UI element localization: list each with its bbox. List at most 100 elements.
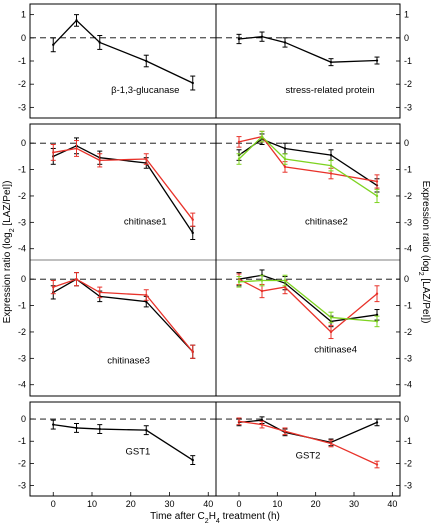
- x-axis-title: Time after C2H4 treatment (h): [150, 511, 280, 524]
- data-point: [191, 218, 194, 221]
- data-point: [237, 157, 241, 161]
- x-tick-label: 40: [387, 499, 397, 509]
- data-point: [329, 164, 333, 167]
- data-point: [52, 285, 55, 289]
- chart-mid-upper-left: -4 -3 -2 -1 0 chitinase1: [18, 137, 216, 254]
- y-tick-label: -1: [404, 301, 412, 311]
- y-tick-label: 0: [404, 414, 409, 424]
- chart-mid-lower-right: -4 -3 -2 -1 0 chitinase4: [216, 269, 412, 390]
- data-point: [260, 279, 264, 282]
- data-point: [52, 423, 55, 426]
- data-point: [191, 350, 194, 353]
- y-tick-label: -2: [404, 458, 412, 468]
- y-tick-label: 0: [21, 414, 26, 424]
- x-tick-label: 10: [272, 499, 282, 509]
- y-tick-label: -3: [404, 102, 412, 112]
- panel-label: β-1,3-glucanase: [111, 85, 179, 96]
- data-point: [145, 300, 148, 303]
- data-point: [260, 135, 264, 138]
- data-point: [375, 463, 379, 466]
- y-tick-label: 0: [21, 138, 26, 148]
- panel-label: chitinase1: [124, 217, 167, 228]
- data-point: [329, 172, 333, 175]
- x-tick-label: 30: [164, 499, 174, 509]
- data-point: [237, 37, 241, 41]
- chart-top-left: -3 -2 -1 0 1 β-1,3-glucanase: [18, 10, 216, 112]
- x-tick-label: 20: [126, 499, 136, 509]
- y-tick-label: -1: [404, 56, 412, 66]
- data-point: [237, 140, 241, 144]
- data-point: [375, 320, 379, 323]
- x-tick-label: 0: [51, 499, 56, 509]
- series-line-green: [238, 135, 378, 197]
- data-point: [375, 292, 379, 295]
- y-tick-label: -2: [18, 79, 26, 89]
- data-point: [329, 330, 333, 334]
- data-point: [375, 59, 379, 62]
- data-point: [145, 428, 148, 432]
- y-tick-label: -1: [18, 301, 26, 311]
- y-axis-title-left: Expression ratio (log2 [LAZ/PeI]): [2, 181, 16, 324]
- y-tick-label: 0: [404, 274, 409, 284]
- x-tick-label: 10: [87, 499, 97, 509]
- chart-mid-lower-left: -4 -3 -2 -1 0 chitinase3: [18, 272, 216, 390]
- chart-bottom-right: -3 -2 -1 0 0 10 20 30 40 GST2: [216, 414, 412, 509]
- y-tick-label: -3: [18, 481, 26, 491]
- y-tick-label: 0: [21, 274, 26, 284]
- y-axis-title-right: Expression ratio (log2 [LAZ/PeI]): [418, 181, 432, 324]
- x-tick-label: 20: [311, 499, 321, 509]
- panel-label: stress-related protein: [285, 85, 374, 96]
- y-tick-label: 1: [404, 10, 409, 20]
- data-point: [191, 458, 194, 462]
- chart-top-right: -3 -2 -1 0 1 stress-related protein: [216, 10, 412, 112]
- data-point: [98, 159, 101, 162]
- data-point: [375, 313, 379, 317]
- y-tick-label: 1: [21, 10, 26, 20]
- series-line-green: [238, 279, 378, 323]
- chart-bottom-left: -3 -2 -1 0 0 10 20 30 40 GST1: [18, 414, 216, 509]
- y-tick-label: -2: [18, 458, 26, 468]
- data-point: [375, 421, 379, 424]
- y-tick-label: 0: [404, 33, 409, 43]
- y-tick-label: -1: [18, 165, 26, 175]
- x-tick-label: 40: [203, 499, 213, 509]
- data-point: [329, 316, 333, 319]
- panel-frame: [29, 401, 401, 497]
- panel-frame: [29, 3, 401, 119]
- panel-label: chitinase3: [107, 355, 150, 366]
- data-point: [375, 194, 379, 198]
- data-point: [237, 420, 241, 423]
- data-point: [75, 426, 78, 430]
- data-point: [145, 293, 148, 297]
- y-tick-label: -1: [404, 436, 412, 446]
- data-point: [75, 19, 78, 22]
- chart-mid-upper-right: -4 -3 -2 -1 0 chitinase2: [216, 130, 412, 254]
- y-tick-label: -4: [404, 380, 412, 390]
- series-line-black: [52, 278, 194, 353]
- data-point: [75, 147, 78, 150]
- data-point: [260, 418, 264, 422]
- data-point: [260, 35, 264, 38]
- y-tick-label: -2: [404, 327, 412, 337]
- data-point: [52, 151, 55, 154]
- data-point: [283, 157, 287, 161]
- data-point: [375, 180, 379, 183]
- y-tick-label: -2: [404, 191, 412, 201]
- data-point: [283, 430, 287, 433]
- series-line-black: [238, 36, 378, 63]
- data-point: [237, 280, 241, 284]
- y-tick-label: -1: [18, 56, 26, 66]
- series-line-black: [52, 19, 194, 84]
- y-tick-label: -3: [404, 481, 412, 491]
- y-tick-label: -3: [404, 217, 412, 227]
- y-tick-label: 0: [404, 138, 409, 148]
- y-tick-label: -4: [18, 380, 26, 390]
- panels-layer: -3 -2 -1 0 1 β-1,3-glucanase -3 -2 -1 0 1 stress-re…: [18, 3, 412, 509]
- y-tick-label: -2: [404, 79, 412, 89]
- data-point: [98, 41, 101, 44]
- y-tick-label: 0: [21, 33, 26, 43]
- y-tick-label: -4: [404, 244, 412, 254]
- data-point: [98, 291, 101, 294]
- x-tick-label: 0: [236, 499, 241, 509]
